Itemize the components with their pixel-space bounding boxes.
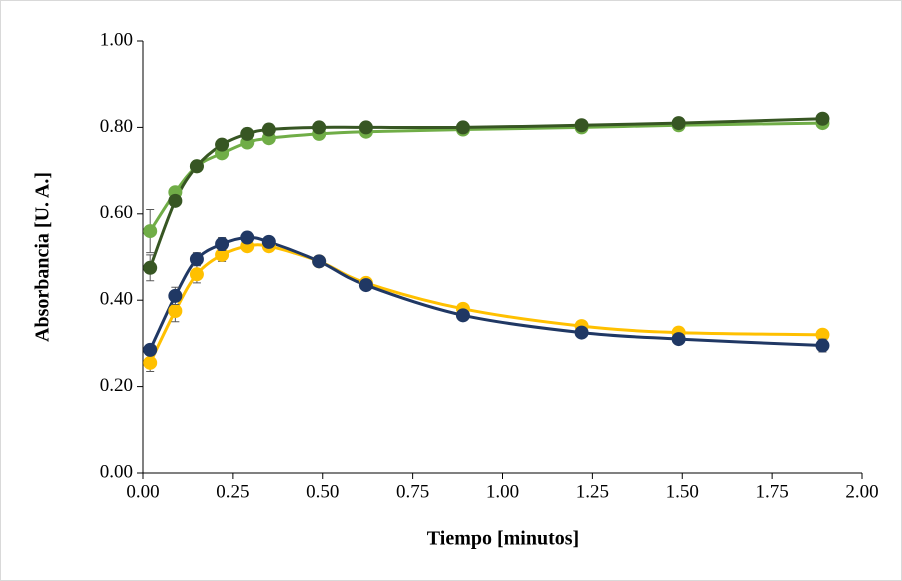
data-point — [455, 120, 470, 135]
y-tick-label: 1.00 — [100, 29, 133, 50]
data-point — [815, 111, 830, 126]
data-point — [215, 137, 230, 152]
data-point — [215, 247, 230, 262]
data-point — [671, 332, 686, 347]
y-tick-label: 0.80 — [100, 116, 133, 137]
x-tick-label: 2.00 — [845, 481, 878, 502]
y-axis-title: Absorbancia [U. A.] — [32, 172, 54, 342]
data-point — [168, 304, 183, 318]
data-point — [143, 342, 158, 357]
data-point — [574, 325, 589, 340]
data-point — [189, 267, 204, 282]
data-point — [671, 116, 686, 131]
data-point — [240, 126, 255, 141]
x-tick-label: 0.00 — [126, 481, 159, 502]
data-point — [358, 120, 373, 135]
x-axis-title: Tiempo [minutos] — [427, 528, 579, 550]
y-tick-label: 0.00 — [100, 461, 133, 482]
x-tick-label: 1.50 — [666, 481, 699, 502]
data-point — [143, 224, 158, 239]
x-tick-label: 1.75 — [756, 481, 789, 502]
x-tick-label: 1.25 — [576, 481, 609, 502]
data-point — [240, 230, 255, 245]
data-point — [143, 355, 158, 370]
data-point — [815, 327, 830, 342]
x-tick-label: 1.00 — [486, 481, 519, 502]
data-point — [215, 237, 230, 252]
data-point — [358, 278, 373, 293]
x-tick-label: 0.50 — [306, 481, 339, 502]
y-tick-label: 0.60 — [100, 202, 133, 223]
data-point — [815, 338, 830, 353]
data-point — [168, 193, 183, 208]
y-tick-label: 0.20 — [100, 375, 133, 396]
data-point — [312, 254, 327, 269]
data-point — [261, 234, 276, 249]
data-point — [455, 308, 470, 323]
x-tick-label: 0.25 — [216, 481, 249, 502]
data-point — [168, 288, 183, 303]
y-tick-label: 0.40 — [100, 289, 133, 310]
data-point — [143, 260, 158, 275]
data-point — [261, 122, 276, 137]
data-point — [574, 118, 589, 133]
data-point — [312, 120, 327, 135]
x-tick-label: 0.75 — [396, 481, 429, 502]
data-point — [189, 252, 204, 267]
data-point — [189, 159, 204, 174]
